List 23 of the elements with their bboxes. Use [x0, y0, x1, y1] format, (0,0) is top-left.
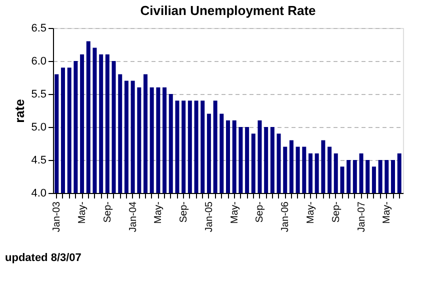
x-tick-label: Jan-05	[204, 201, 215, 232]
x-tick-label: May-	[306, 202, 316, 224]
x-tick-label: Sep-	[330, 202, 342, 223]
x-tick-label: Sep-	[178, 202, 190, 223]
x-tick-label: May-	[77, 202, 88, 224]
y-tick-label: 4.0	[31, 188, 46, 200]
y-tick-label: 5.5	[31, 88, 46, 100]
x-tick-label: May-	[229, 202, 240, 224]
x-tick-label: Jan-06	[280, 201, 292, 232]
x-tick-label: May-	[153, 202, 164, 224]
y-axis-title: rate	[12, 99, 28, 123]
y-tick-label: 6.5	[31, 22, 46, 34]
x-tick-label: Jan-04	[128, 201, 139, 232]
chart-title: Civilian Unemployment Rate	[140, 3, 316, 18]
text: updated 8/3/07	[5, 252, 82, 264]
x-tick-label: Jan-03	[52, 201, 63, 232]
x-tick-label: Sep-	[254, 202, 266, 223]
y-tick-label: 6.0	[31, 56, 46, 68]
x-tick-label: Sep-	[102, 202, 114, 223]
y-tick-label: 4.5	[31, 154, 46, 166]
x-tick-label: Jan-07	[356, 201, 368, 232]
x-tick-label: May-	[382, 202, 393, 224]
y-tick-label: 5.0	[31, 122, 46, 134]
